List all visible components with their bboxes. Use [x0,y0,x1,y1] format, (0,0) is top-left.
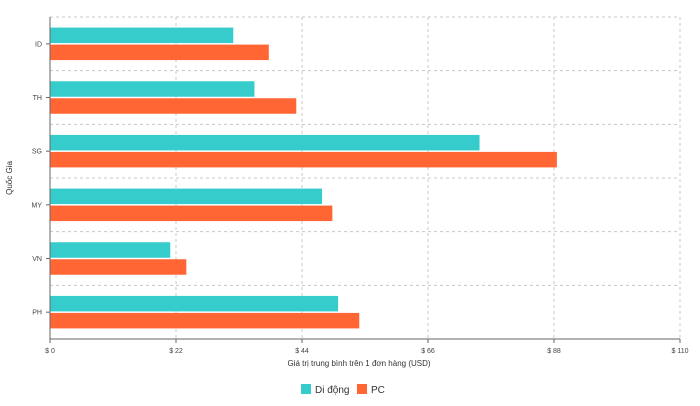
bar-my-mobile[interactable] [50,188,323,205]
legend-item-mobile[interactable]: Di động [301,384,349,396]
legend-label: Di động [315,385,349,396]
bar-vn-mobile[interactable] [50,242,171,258]
y-tick-label: PH [32,310,42,317]
bar-ph-pc[interactable] [50,312,360,329]
x-tick-label: $ 0 [45,348,55,355]
legend-label: PC [371,385,385,396]
x-tick-label: $ 22 [169,348,183,355]
grid [50,16,681,340]
bar-sg-pc[interactable] [50,151,557,168]
y-tick-label: VN [32,256,42,263]
x-tick-label: $ 66 [421,348,435,355]
bar-th-pc[interactable] [50,98,297,114]
bars [50,27,557,329]
x-tick-label: $ 88 [547,348,561,355]
bar-id-mobile[interactable] [50,27,234,44]
x-tick-label: $ 44 [295,348,309,355]
x-axis-title: Giá trị trung bình trên 1 đơn hàng (USD) [287,359,430,368]
bar-th-mobile[interactable] [50,81,255,97]
bar-id-pc[interactable] [50,44,269,61]
legend-swatch [357,384,367,394]
y-tick-label: TH [33,95,42,102]
legend-item-pc[interactable]: PC [357,384,385,396]
bar-my-pc[interactable] [50,205,333,222]
y-tick-label: ID [35,41,42,48]
axes: ID TH SG MY VN PH $ 0 $ 22 $ 44 $ 66 $ 88 $ 110 Giá … [5,17,689,368]
legend-swatch [301,384,311,394]
y-tick-label: SG [32,149,42,156]
y-tick-label: MY [32,202,43,209]
bar-ph-mobile[interactable] [50,295,339,312]
bar-vn-pc[interactable] [50,259,187,275]
bar-sg-mobile[interactable] [50,134,480,151]
legend[interactable]: Di động PC [301,384,385,396]
y-axis-title: Quốc Gia [5,161,14,195]
x-tick-label: $ 110 [672,348,689,355]
